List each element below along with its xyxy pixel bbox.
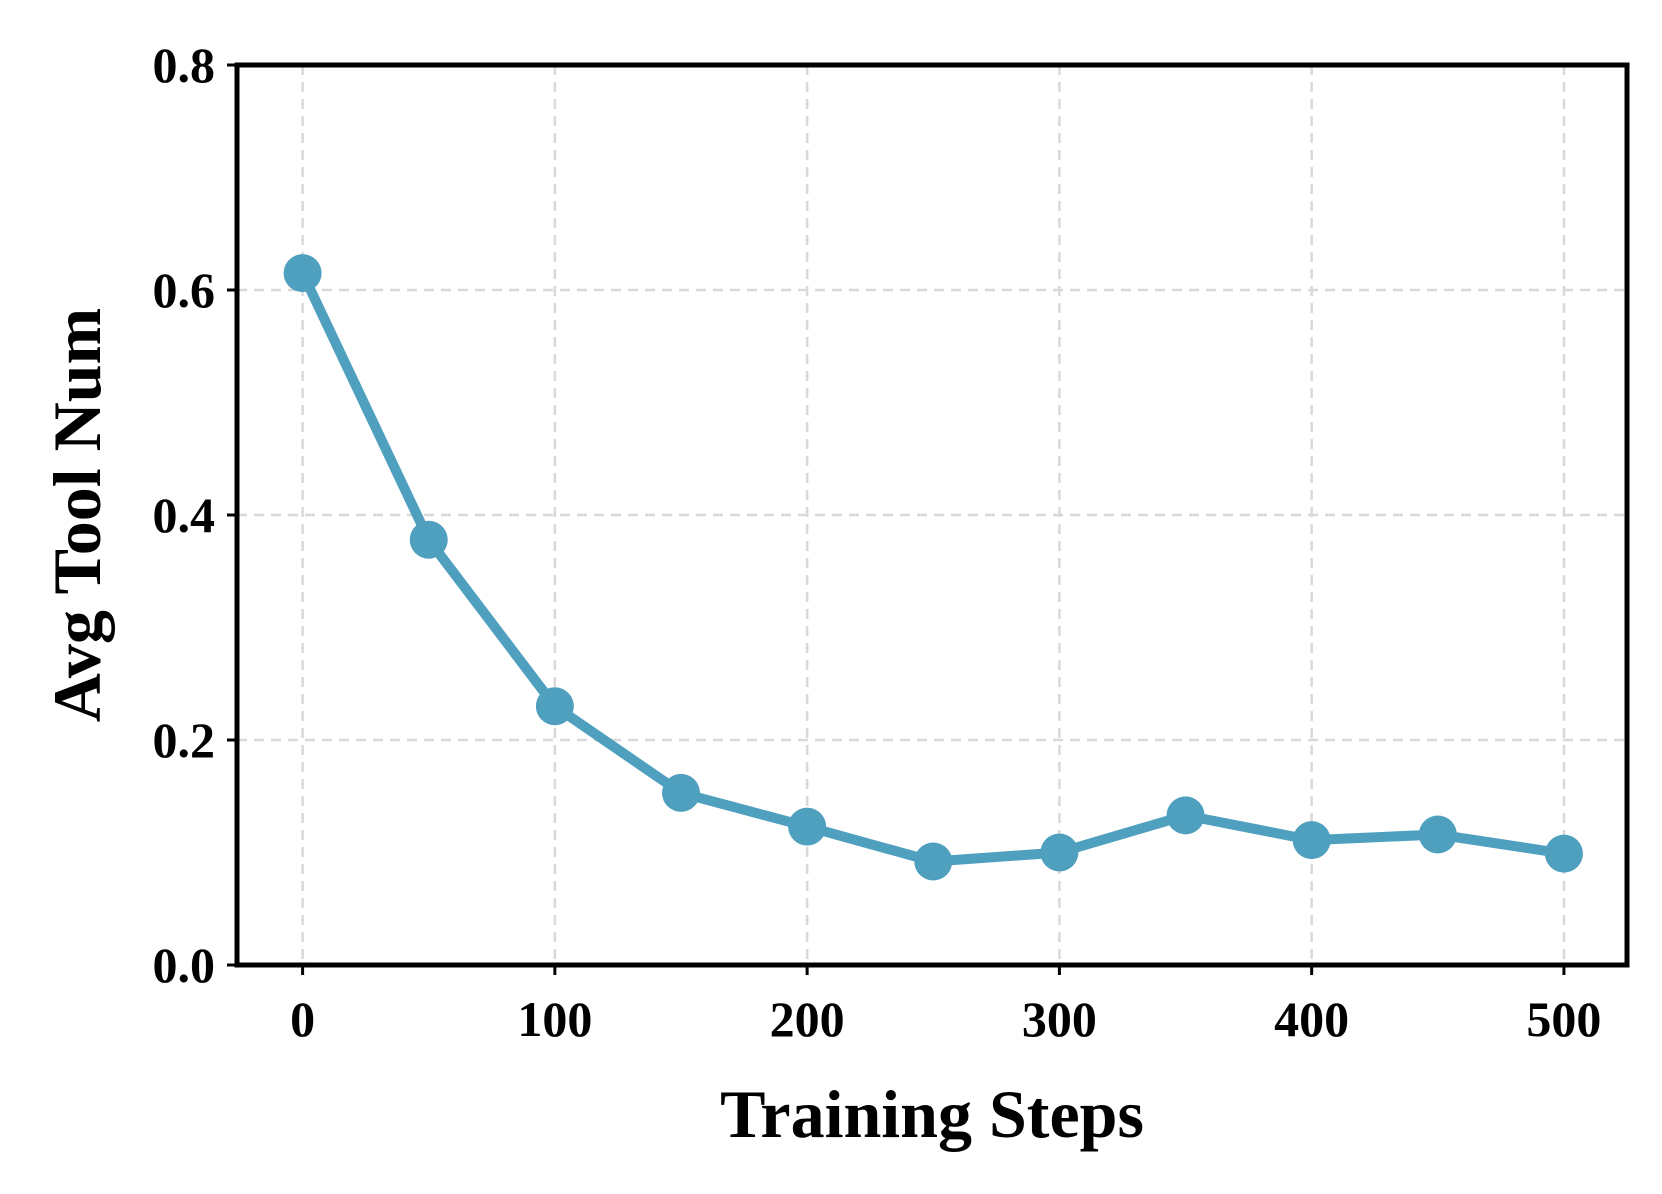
data-point (788, 807, 827, 846)
plot-frame (234, 62, 1630, 968)
data-point (1544, 834, 1583, 873)
data-point (535, 687, 574, 726)
data-point (1418, 815, 1457, 854)
y-tick-label: 0.8 (153, 37, 216, 93)
x-tick-label: 0 (290, 991, 315, 1047)
data-point (409, 520, 448, 559)
data-point (914, 842, 953, 881)
data-point (283, 254, 322, 293)
x-tick-label: 100 (517, 991, 592, 1047)
data-point (661, 773, 700, 812)
x-axis-title: Training Steps (720, 1076, 1144, 1152)
y-tick-label: 0.0 (153, 937, 216, 993)
y-axis-title: Avg Tool Num (39, 308, 115, 722)
x-tick-label: 300 (1022, 991, 1097, 1047)
data-point (1040, 833, 1079, 872)
data-point (1166, 796, 1205, 835)
series-group (283, 254, 1583, 881)
y-tick-label: 0.6 (153, 262, 216, 318)
series-line (297, 268, 1569, 867)
x-tick-label: 200 (770, 991, 845, 1047)
y-tick-label: 0.2 (153, 712, 216, 768)
x-tick-label: 400 (1274, 991, 1349, 1047)
y-tick-labels: 0.0 0.2 0.4 0.6 0.8 (153, 37, 216, 993)
grid-lines (237, 65, 1627, 965)
y-tick-label: 0.4 (153, 487, 216, 543)
x-tick-labels: 0 100 200 300 400 500 (290, 991, 1601, 1047)
data-point (1292, 821, 1331, 860)
x-tick-label: 500 (1526, 991, 1601, 1047)
